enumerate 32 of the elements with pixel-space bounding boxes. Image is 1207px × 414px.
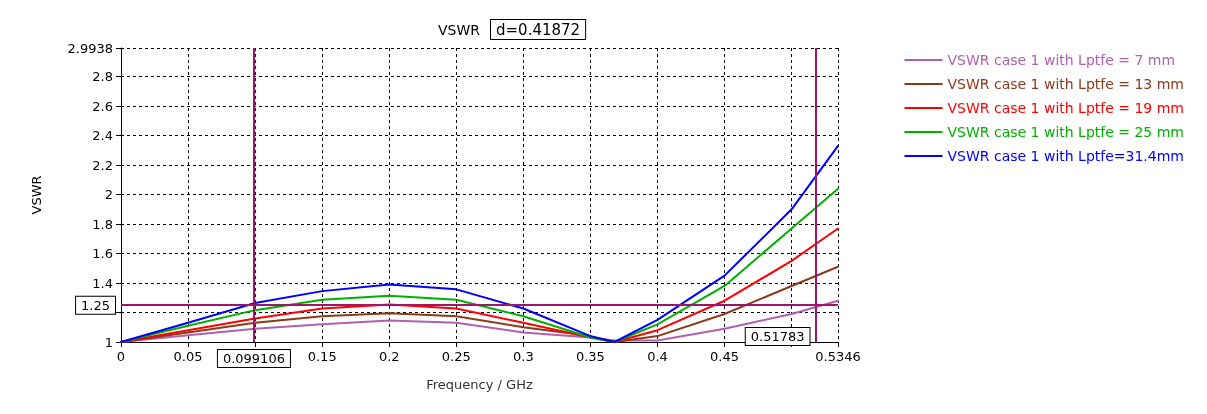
ref-line-label: 0.099106 <box>222 351 285 366</box>
x-axis-title: Frequency / GHz <box>426 377 533 392</box>
y-tick-label: 1 <box>104 334 113 350</box>
legend-label: VSWR case 1 with Lptfe = 7 mm <box>947 52 1176 68</box>
x-tick-label: 0 <box>116 349 126 364</box>
y-tick-label: 2.6 <box>92 98 113 114</box>
x-tick-label: 0.4 <box>647 349 668 364</box>
legend-label: VSWR case 1 with Lptfe = 25 mm <box>947 124 1185 140</box>
y-tick-label: 2.8 <box>92 69 113 85</box>
x-tick-label: 0.3 <box>513 349 534 364</box>
y-tick-label: 2.4 <box>92 128 113 144</box>
y-tick-label: 1.8 <box>92 216 113 232</box>
text: d=0.41872 <box>496 20 581 39</box>
legend-label: VSWR case 1 with Lptfe = 13 mm <box>947 76 1185 92</box>
x-tick-label: 0.15 <box>307 349 337 364</box>
legend-label: VSWR case 1 with Lptfe=31.4mm <box>947 148 1185 164</box>
y-tick-label: 2 <box>104 187 113 203</box>
x-tick-label: 0.2 <box>378 349 400 364</box>
x-tick-label: 0.5346 <box>815 349 861 364</box>
y-tick-label: 1.4 <box>92 275 113 291</box>
y-tick-label: 1.6 <box>92 246 113 262</box>
x-tick-label: 0.05 <box>173 349 203 364</box>
chart-title: VSWR <box>438 22 481 38</box>
x-tick-label: 0.45 <box>710 349 740 364</box>
ref-line-label: 1.25 <box>81 297 110 313</box>
y-axis-title: VSWR <box>29 175 44 215</box>
x-tick-label: 0.25 <box>441 349 471 364</box>
legend-label: VSWR case 1 with Lptfe = 19 mm <box>947 100 1185 116</box>
ref-line-label: 0.51783 <box>750 329 805 344</box>
x-tick-label: 0.35 <box>575 349 605 364</box>
y-tick-label: 2.2 <box>92 157 113 173</box>
y-tick-label: 2.9938 <box>67 40 113 56</box>
